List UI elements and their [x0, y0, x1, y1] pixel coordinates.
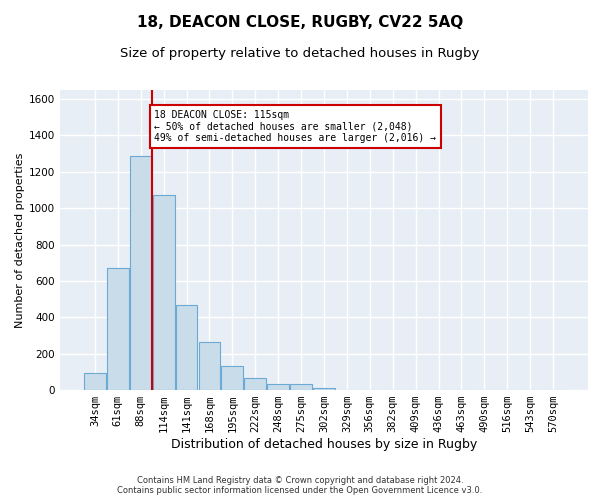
Bar [313, 388, 335, 390]
Bar [244, 378, 266, 390]
Text: 18, DEACON CLOSE, RUGBY, CV22 5AQ: 18, DEACON CLOSE, RUGBY, CV22 5AQ [137, 15, 463, 30]
Bar [130, 156, 152, 390]
Bar [153, 196, 175, 390]
Bar [290, 384, 312, 390]
Text: Contains HM Land Registry data © Crown copyright and database right 2024.
Contai: Contains HM Land Registry data © Crown c… [118, 476, 482, 495]
Bar [199, 342, 220, 390]
Text: Size of property relative to detached houses in Rugby: Size of property relative to detached ho… [121, 48, 479, 60]
Bar [84, 372, 106, 390]
Y-axis label: Number of detached properties: Number of detached properties [15, 152, 25, 328]
X-axis label: Distribution of detached houses by size in Rugby: Distribution of detached houses by size … [171, 438, 477, 451]
Bar [107, 268, 128, 390]
Text: 18 DEACON CLOSE: 115sqm
← 50% of detached houses are smaller (2,048)
49% of semi: 18 DEACON CLOSE: 115sqm ← 50% of detache… [154, 110, 436, 143]
Bar [267, 384, 289, 390]
Bar [176, 304, 197, 390]
Bar [221, 366, 243, 390]
